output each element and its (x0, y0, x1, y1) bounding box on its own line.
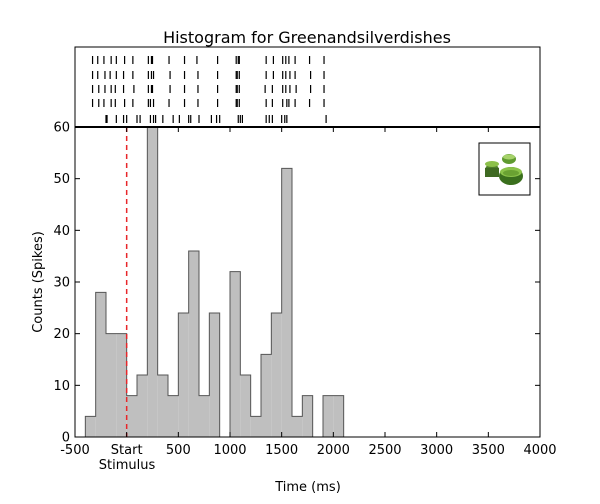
histogram-bar (126, 395, 137, 437)
histogram-bar (302, 395, 313, 437)
chart-title: Histogram for Greenandsilverdishes (163, 28, 451, 47)
histogram-bar (147, 127, 158, 437)
y-tick-label: 60 (53, 121, 70, 136)
x-tick-label: 500 (166, 443, 191, 458)
y-tick-label: 20 (53, 327, 70, 342)
histogram-bar (137, 375, 148, 437)
histogram-bar (157, 375, 168, 437)
x-tick-label: Start (111, 443, 143, 458)
histogram-outline (84, 126, 345, 438)
histogram-bar (106, 333, 117, 437)
x-tick-label: 1500 (265, 443, 298, 458)
y-axis-ticks: 0 10 20 30 40 50 60 (53, 121, 540, 446)
y-tick-label: 40 (53, 224, 70, 239)
green-dishes-icon (485, 154, 523, 185)
x-tick-label: 2000 (317, 443, 350, 458)
histogram-bar (95, 292, 106, 437)
histogram-bar (323, 395, 334, 437)
x-tick-label: -500 (60, 443, 90, 458)
histogram-bar (240, 375, 251, 437)
x-tick-label: 1000 (213, 443, 246, 458)
histogram-bar (261, 354, 272, 437)
histogram-bar (271, 313, 282, 437)
histogram-bar (199, 395, 210, 437)
raster-panel-frame (74, 46, 541, 128)
histogram-bar (85, 416, 96, 437)
x-tick-label: 3500 (472, 443, 505, 458)
x-tick-label: 4000 (523, 443, 556, 458)
histogram-bar (188, 251, 199, 437)
histogram-bars (84, 126, 345, 438)
x-axis-ticks: -500 Start 500 1000 1500 2000 2500 3000 3500 4000 (60, 127, 557, 458)
y-axis-label: Counts (Spikes) (31, 231, 46, 333)
x-tick-label: 3000 (420, 443, 453, 458)
histogram-bar (116, 333, 127, 437)
raster-plot (91, 56, 327, 123)
y-tick-label: 10 (53, 379, 70, 394)
stimulus-thumbnail (478, 142, 531, 196)
histogram-bar (250, 416, 261, 437)
x-tick-label: 2500 (368, 443, 401, 458)
stimulus-label: Stimulus (99, 458, 156, 473)
histogram-bar (292, 416, 303, 437)
x-axis-label: Time (ms) (274, 480, 341, 495)
histogram-bar (168, 395, 179, 437)
histogram-bar (178, 313, 189, 437)
y-tick-label: 50 (53, 172, 70, 187)
histogram-bar (209, 313, 220, 437)
histogram-bar (333, 395, 344, 437)
histogram-bar (230, 271, 241, 437)
y-tick-label: 30 (53, 276, 70, 291)
histogram-bar (281, 168, 292, 438)
y-tick-label: 0 (62, 431, 70, 446)
